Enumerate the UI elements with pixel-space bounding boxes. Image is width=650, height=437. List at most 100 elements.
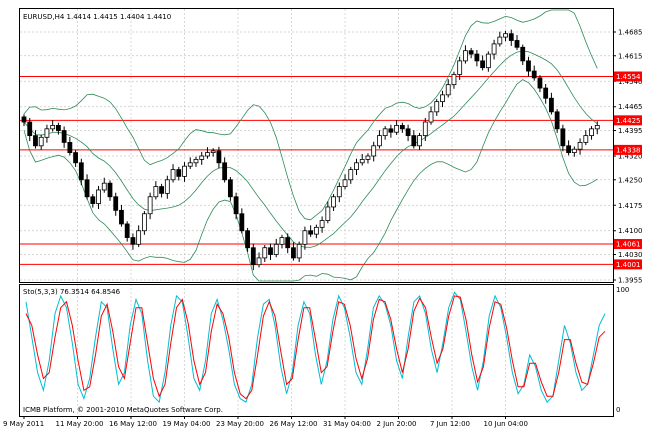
candle-body [440,94,445,103]
horizontal-levels[interactable] [20,76,613,265]
candle-body [571,148,577,154]
candle-body [210,150,216,154]
candle-body [491,43,497,55]
candle-body [159,186,164,194]
candle-body [325,206,331,221]
candle-body [141,213,147,232]
candle-body [577,142,583,150]
candle-body [136,230,142,245]
stochastic-lines [25,291,606,404]
time-tick-label: 10 Jun 04:00 [484,420,528,428]
candle-body [468,50,474,55]
candle-body [268,247,273,255]
candle-body [589,128,594,137]
candle-body [371,145,377,157]
band-lower [23,79,598,282]
candle-body [497,36,503,45]
candle-body [205,152,210,157]
stoch-main-line [25,291,606,404]
candle-body [233,196,239,215]
time-tick-label: 7 Jun 12:00 [430,420,470,428]
candle-body [170,169,176,181]
candle-body [113,196,119,211]
candle-body [279,237,285,245]
price-tick-label: 1.4395 [618,127,643,135]
candle-body [365,155,371,160]
candle-body [417,135,422,147]
candle-body [153,186,159,198]
candle-body [119,209,124,225]
candle-body [73,152,78,164]
candlesticks [21,29,600,271]
candle-body [428,111,434,123]
candle-body [124,223,130,238]
candle-body [394,125,400,133]
level-tag [614,115,642,126]
candle-body [33,135,38,147]
candle-body [331,196,336,208]
candle-body [388,128,394,133]
candle-body [549,97,554,113]
stoch-axis-bottom: 0 [616,406,620,414]
candle-body [193,158,199,164]
candle-body [514,40,520,48]
price-tick-label: 1.4465 [618,103,643,111]
price-tick-label: 1.4100 [618,227,643,235]
time-tick-label: 31 May 04:00 [323,420,371,428]
candle-body [245,230,250,249]
candle-body [543,87,549,99]
candle-body [291,247,296,259]
candle-body [107,182,113,198]
candle-body [336,186,342,198]
level-tag-label: 1.4425 [616,117,641,125]
candle-body [50,125,56,130]
time-axis: 9 May 2011 11 May 20:00 16 May 12:00 19 May… [3,416,528,428]
time-tick-label: 9 May 2011 [3,420,44,428]
time-tick-label: 23 May 20:00 [216,420,264,428]
price-tick-label: 1.4250 [618,176,643,184]
candle-body [67,142,73,154]
price-tick-label: 1.4030 [618,251,643,259]
candle-body [78,162,84,181]
candle-body [583,135,589,143]
copyright-text: ICMB Platform, © 2001-2010 MetaQuotes So… [23,406,223,414]
bollinger-bands [23,9,598,282]
stoch-signal-line [25,295,606,400]
candle-body [526,60,531,72]
candle-body [61,130,67,143]
candle-body [463,50,468,62]
candle-body [560,128,566,147]
candle-body [164,179,170,194]
candle-body [480,60,486,69]
level-tag [614,144,642,155]
symbol-header: EURUSD,H4 1.4414 1.4415 1.4404 1.4410 [23,13,171,21]
candle-body [147,196,153,215]
price-tick-label: 1.4615 [618,52,643,60]
candle-body [554,111,560,130]
candle-body [566,145,572,154]
candle-body [445,84,451,96]
candle-body [451,74,457,86]
price-tick-label: 1.4685 [618,29,643,37]
candle-body [359,158,365,164]
grid-lines [20,9,613,416]
candle-body [262,247,268,259]
candle-body [354,162,359,170]
level-tag-label: 1.4061 [616,240,641,248]
candle-body [296,243,302,259]
price-tick-label: 1.4320 [618,153,643,161]
candle-body [399,125,405,130]
candle-body [531,70,537,79]
candle-body [434,101,440,113]
candle-body [38,136,44,147]
candle-body [101,182,107,191]
time-tick-label: 16 May 12:00 [109,420,157,428]
time-tick-label: 11 May 20:00 [56,420,104,428]
level-tag-label: 1.4001 [616,261,641,269]
candle-body [90,196,96,204]
candle-body [422,121,428,137]
level-price-tags: 1.4554 1.4425 1.4338 1.4061 1.4001 [614,71,642,270]
level-tag-label: 1.4554 [616,73,641,81]
level-tag-label: 1.4338 [616,146,641,154]
